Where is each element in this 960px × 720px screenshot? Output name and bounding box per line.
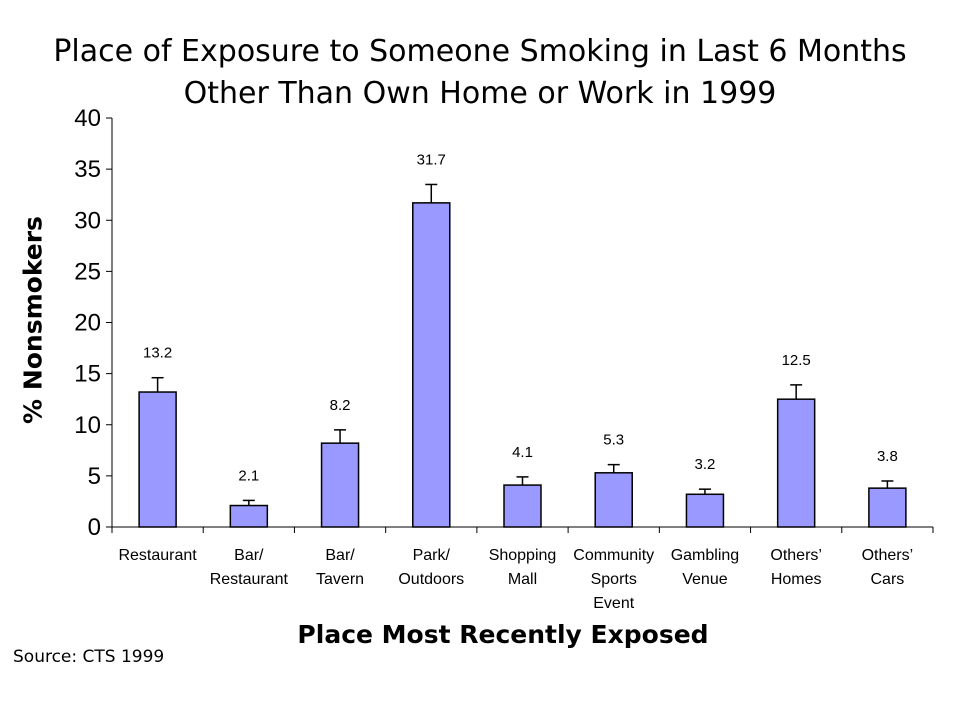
x-tick-label: Cars: [870, 571, 904, 588]
bar: [138, 391, 177, 528]
x-tick-label: Gambling: [671, 547, 739, 564]
chart-title-line-2: Other Than Own Home or Work in 1999: [183, 76, 777, 111]
data-label: 4.1: [512, 444, 533, 461]
y-tick-label: 10: [74, 412, 101, 439]
x-tick-label: Bar/: [234, 547, 264, 564]
x-tick-label: Mall: [508, 571, 537, 588]
bar: [229, 504, 269, 528]
data-label: 3.8: [877, 448, 898, 465]
data-label: 5.3: [603, 432, 624, 449]
y-tick-label: 30: [74, 207, 101, 234]
x-tick-label: Shopping: [489, 547, 557, 564]
y-tick-label: 15: [74, 361, 101, 388]
bar: [320, 442, 360, 528]
y-tick-label: 20: [74, 310, 101, 337]
x-tick-label: Park/: [413, 547, 451, 564]
data-label: 12.5: [782, 352, 811, 369]
x-tick-label: Bar/: [325, 547, 355, 564]
x-tick-label: Restaurant: [210, 571, 289, 588]
data-label: 31.7: [417, 151, 446, 168]
data-label: 13.2: [143, 345, 172, 362]
y-tick-label: 40: [74, 105, 101, 132]
source-note: Source: CTS 1999: [13, 647, 165, 667]
x-tick-label: Community: [573, 547, 654, 564]
bar: [776, 398, 816, 528]
data-label: 3.2: [695, 456, 716, 473]
x-tick-label: Event: [593, 595, 634, 612]
bar: [868, 487, 907, 528]
bar: [503, 484, 542, 528]
y-tick-label: 25: [74, 258, 101, 285]
x-tick-label: Homes: [771, 571, 822, 588]
y-tick-label: 5: [88, 463, 101, 490]
bar: [412, 202, 451, 528]
x-tick-label: Tavern: [316, 571, 364, 588]
x-tick-label: Sports: [591, 571, 637, 588]
bar: [594, 472, 633, 528]
data-label: 8.2: [330, 397, 351, 414]
x-tick-label: Venue: [682, 571, 727, 588]
y-tick-label: 0: [88, 514, 101, 541]
bar: [685, 493, 725, 528]
x-tick-label: Others’: [770, 547, 822, 564]
x-tick-label: Restaurant: [118, 547, 197, 564]
x-tick-label: Outdoors: [398, 571, 464, 588]
chart-title-line-1: Place of Exposure to Someone Smoking in …: [53, 34, 907, 69]
x-tick-label: Others’: [862, 547, 914, 564]
data-label: 2.1: [238, 467, 259, 484]
y-tick-label: 35: [74, 156, 101, 183]
x-axis-label: Place Most Recently Exposed: [297, 620, 709, 649]
